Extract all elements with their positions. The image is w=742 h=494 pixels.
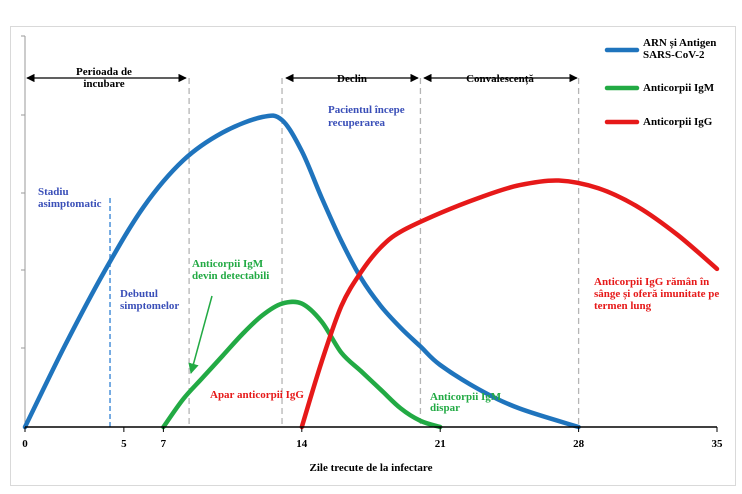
x-tick-label: 14 <box>296 438 308 450</box>
x-tick-label: 35 <box>712 438 724 450</box>
series-line-arn-antigen <box>22 113 581 430</box>
x-tick-label: 7 <box>161 438 167 450</box>
annotation-arrow <box>188 295 213 375</box>
x-tick-label: 28 <box>573 438 585 450</box>
annotation-igg-appears: Apar anticorpii IgG <box>210 389 304 401</box>
phase-label: Declin <box>337 73 367 85</box>
x-tick-label: 0 <box>22 438 28 450</box>
annotation-igm-disappears: Anticorpii IgM dispar <box>430 391 502 414</box>
legend-label: Anticorpii IgG <box>643 116 713 128</box>
x-tick-label: 5 <box>121 438 127 450</box>
annotation-igg-remains: Anticorpii IgG rămân în sânge și oferă im… <box>594 276 719 312</box>
legend-label: Anticorpii IgM <box>643 82 715 94</box>
annotation-igm-detectable: Anticorpii IgM devin detectabili <box>192 258 269 282</box>
annotation-asymptomatic: Stadiu asimptomatic <box>38 186 102 210</box>
phase-label: Perioada de incubare <box>76 66 132 90</box>
phase-divider-lines <box>109 78 580 427</box>
legend-label: ARN și Antigen SARS-CoV-2 <box>643 37 716 61</box>
chart-frame <box>10 26 736 486</box>
series-line-igg <box>299 178 720 430</box>
phase-arrows: Perioada de incubare Declin Convalescență <box>26 66 578 90</box>
annotation-recovery: Pacientul începe recuperarea <box>328 104 405 129</box>
x-axis-label: Zile trecute de la infectare <box>310 462 433 474</box>
annotation-symptom-onset: Debutul simptomelor <box>120 288 179 312</box>
annotations: Stadiu asimptomatic Debutul simptomelor Paci… <box>38 104 719 414</box>
series-line-igm <box>161 299 443 430</box>
phase-label: Convalescență <box>466 73 534 85</box>
legend: ARN și Antigen SARS-CoV-2 Anticorpii IgM An… <box>604 37 716 128</box>
y-axis <box>21 35 26 427</box>
x-axis: 0 5 7 14 21 28 35 <box>22 426 724 450</box>
series-group <box>22 113 720 430</box>
x-tick-label: 21 <box>435 438 446 450</box>
